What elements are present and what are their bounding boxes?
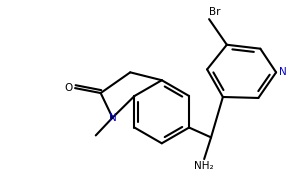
Text: N: N xyxy=(279,67,287,77)
Text: O: O xyxy=(65,83,73,93)
Text: N: N xyxy=(108,113,116,123)
Text: Br: Br xyxy=(209,7,220,17)
Text: NH₂: NH₂ xyxy=(194,161,214,171)
